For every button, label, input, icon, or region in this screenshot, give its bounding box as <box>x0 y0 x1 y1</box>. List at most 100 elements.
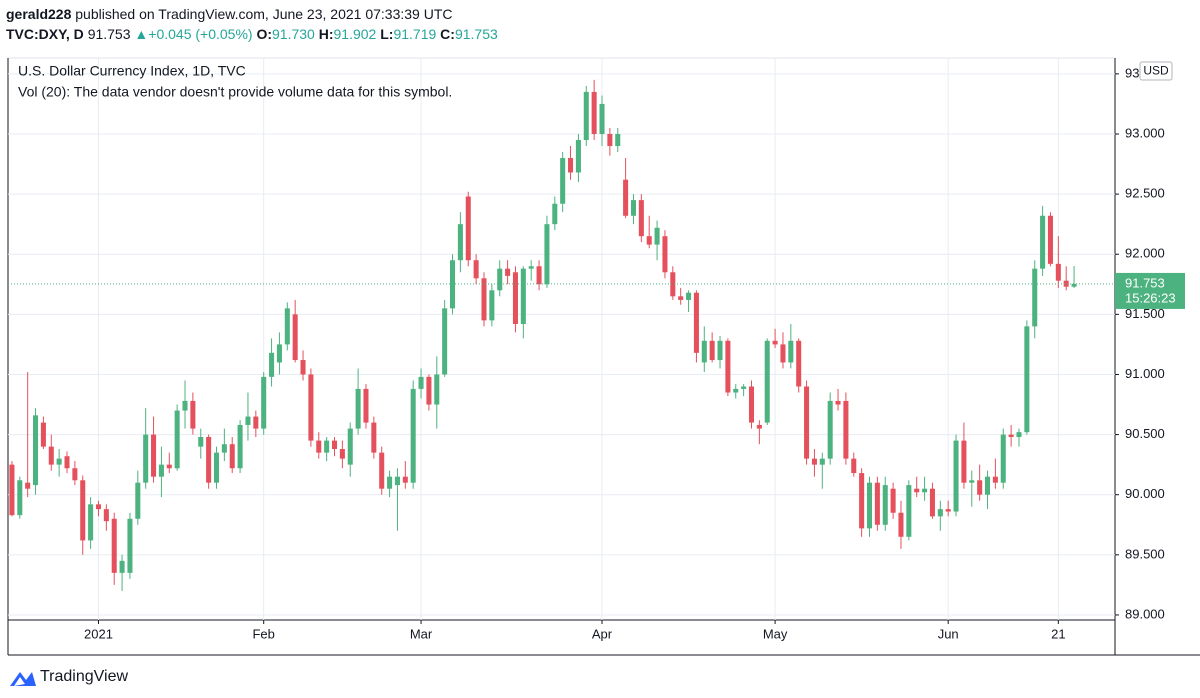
y-tick-label: 91.500 <box>1125 306 1165 321</box>
candle-body <box>630 200 636 216</box>
candle-body <box>552 203 558 225</box>
candle-body <box>701 340 707 363</box>
candle-body <box>394 476 400 486</box>
logo-icon-cut <box>14 677 25 686</box>
candle-body <box>48 446 54 465</box>
candle-body <box>143 434 149 483</box>
candle-body <box>937 509 943 517</box>
y-tick-label: 90.500 <box>1125 426 1165 441</box>
candle-body <box>103 509 109 522</box>
candle-body <box>1055 263 1061 281</box>
candle-body <box>465 196 471 261</box>
candle-body <box>80 480 86 541</box>
y-tick-label: 93.000 <box>1125 125 1165 140</box>
candle-body <box>709 340 715 361</box>
candle-body <box>473 260 479 279</box>
candle-body <box>638 200 644 237</box>
candle-body <box>457 224 463 261</box>
candle-body <box>859 473 865 529</box>
candle-body <box>253 416 259 429</box>
candle-body <box>568 158 574 173</box>
candle-body <box>434 374 440 405</box>
chart-title: U.S. Dollar Currency Index, 1D, TVC <box>18 63 246 79</box>
ohlc-label: O: <box>256 26 273 42</box>
candle-body <box>969 480 975 483</box>
candle-body <box>992 476 998 483</box>
x-tick-label: May <box>763 626 788 641</box>
candle-body <box>874 482 880 525</box>
ohlc-label: L: <box>380 26 394 42</box>
candle-body <box>560 158 566 204</box>
candle-body <box>827 400 833 459</box>
last-price-label: 91.753 <box>1125 275 1165 290</box>
author[interactable]: gerald228 <box>6 6 72 22</box>
candle-body <box>623 179 629 216</box>
candle-body <box>497 268 503 291</box>
candle-body <box>237 424 243 469</box>
x-tick-label: Feb <box>252 626 274 641</box>
candle-body <box>733 388 739 393</box>
candle-body <box>292 314 298 361</box>
candle-body <box>929 488 935 517</box>
candle-body <box>520 268 526 324</box>
candle-body <box>1024 326 1030 433</box>
candle-body <box>56 458 62 465</box>
ohlc-label: H: <box>318 26 334 42</box>
candle-body <box>819 458 825 465</box>
y-tick-label: 92.500 <box>1125 186 1165 201</box>
candle-body <box>33 415 39 486</box>
candle-body <box>324 440 330 453</box>
tradingview-logo <box>10 672 36 686</box>
candle-body <box>882 485 888 525</box>
candle-body <box>922 488 928 493</box>
candle-body <box>725 340 731 393</box>
currency-badge[interactable] <box>1139 61 1173 81</box>
candle-body <box>269 352 275 377</box>
candle-body <box>835 400 841 405</box>
candle-body <box>371 422 377 453</box>
candle-body <box>953 440 959 512</box>
quote-line: TVC:DXY, D 91.753 ▲+0.045 (+0.05%) O:91.… <box>6 26 498 42</box>
candle-body <box>308 374 314 441</box>
chart-subtitle: Vol (20): The data vendor doesn't provid… <box>18 84 452 100</box>
published: published on TradingView.com, June 23, 2… <box>75 6 453 22</box>
candle-body <box>213 452 220 483</box>
candle-body <box>693 292 699 353</box>
candle-body <box>166 464 172 469</box>
candle-body <box>686 292 692 300</box>
candle-body <box>717 340 723 361</box>
x-tick-label: 2021 <box>84 626 113 641</box>
candle-body <box>961 440 967 483</box>
ohlc-value: 91.719 <box>393 26 437 42</box>
candle-body <box>670 272 676 297</box>
candle-body <box>851 458 857 474</box>
grid <box>8 58 1115 620</box>
x-tick-label: Mar <box>410 626 433 641</box>
candle-body <box>544 224 550 285</box>
candle-body <box>72 468 78 481</box>
y-tick-label: 91.000 <box>1125 366 1165 381</box>
candle-body <box>615 133 621 147</box>
candle-body <box>410 388 416 483</box>
candle-body <box>1071 283 1077 287</box>
candle-body <box>245 416 251 425</box>
candle-body <box>481 278 487 321</box>
candle-body <box>985 476 991 495</box>
candle-body <box>151 434 157 477</box>
candle-body <box>229 444 235 469</box>
candle-body <box>1032 268 1038 327</box>
ohlc: O:91.730 H:91.902 L:91.719 C:91.753 <box>256 26 497 42</box>
candle-body <box>505 268 511 276</box>
brand[interactable]: TradingView <box>40 668 128 685</box>
candle-body <box>914 488 920 493</box>
candles <box>8 79 1115 591</box>
candle-body <box>1008 434 1014 437</box>
candle-body <box>906 485 912 537</box>
candle-body <box>788 340 794 363</box>
candle-body <box>977 480 983 495</box>
candle-body <box>339 449 345 459</box>
ohlc-value: 91.753 <box>454 26 498 42</box>
